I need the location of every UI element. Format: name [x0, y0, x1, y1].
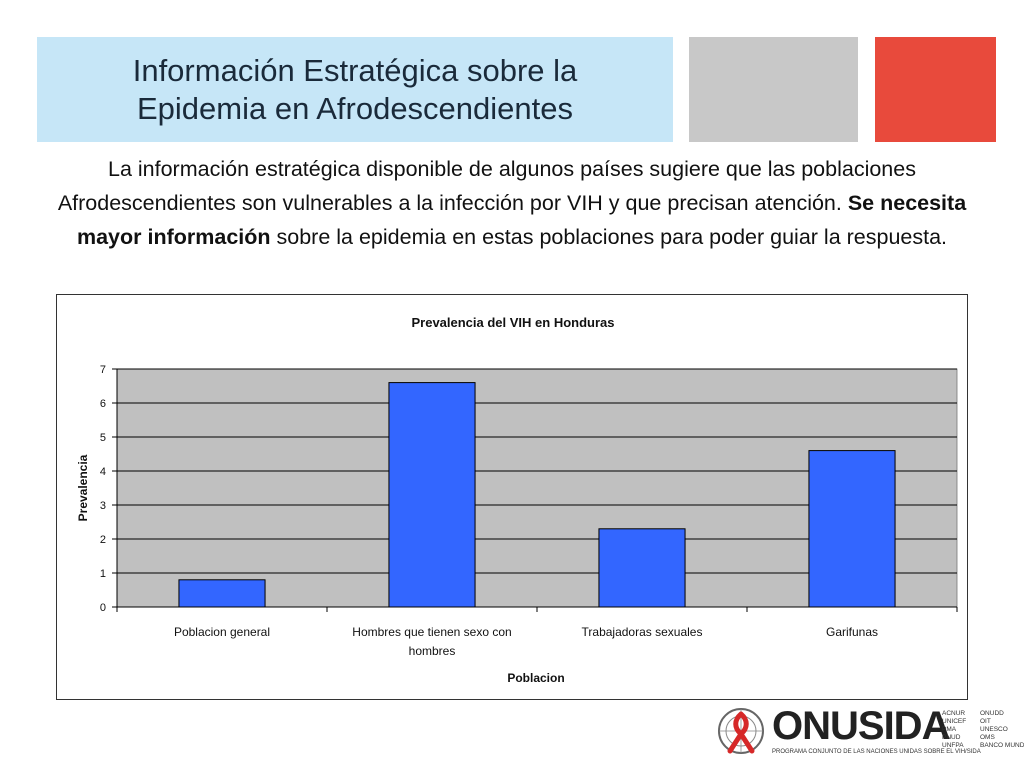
y-tick-label: 2 — [100, 534, 106, 546]
partner-name: PNUD — [942, 734, 961, 741]
slide-title: Información Estratégica sobre la Epidemi… — [132, 52, 578, 126]
y-tick-label: 1 — [100, 568, 106, 580]
intro-paragraph: La información estratégica disponible de… — [50, 152, 974, 254]
partner-name: OIT — [980, 718, 991, 725]
intro-text-2: sobre la epidemia en estas poblaciones p… — [270, 225, 948, 249]
gray-accent-block — [689, 37, 858, 142]
chart-title: Prevalencia del VIH en Honduras — [411, 315, 614, 330]
partner-name: UNFPA — [942, 742, 964, 749]
y-tick-label: 4 — [100, 466, 106, 478]
y-tick-label: 5 — [100, 432, 106, 444]
bar — [598, 528, 686, 608]
y-tick-label: 6 — [100, 398, 106, 410]
partner-name: OMS — [980, 734, 995, 741]
x-tick-label: Trabajadoras sexuales — [582, 625, 703, 639]
partners-col-2: ONUDD OIT UNESCO OMS BANCO MUNDIAL — [980, 710, 1024, 750]
intro-text-bold: Se necesita mayor información — [76, 191, 967, 249]
partners-col-1: ACNUR UNICEF PMA PNUD UNFPA — [942, 710, 966, 750]
onusida-subtitle: PROGRAMA CONJUNTO DE LAS NACIONES UNIDAS… — [772, 749, 981, 755]
onusida-logo: ONUSIDA PROGRAMA CONJUNTO DE LAS NACIONE… — [712, 702, 1024, 764]
y-tick-label: 0 — [100, 602, 106, 614]
partner-name: UNICEF — [942, 718, 967, 725]
bar — [178, 579, 266, 608]
partner-name: BANCO MUNDIAL — [980, 742, 1024, 749]
partner-name: ONUDD — [980, 710, 1004, 717]
y-tick-label: 3 — [100, 500, 106, 512]
bar — [808, 450, 896, 608]
y-tick-label: 7 — [100, 364, 106, 376]
onusida-wordmark: ONUSIDA — [772, 704, 950, 748]
chart-frame: Prevalencia del VIH en Honduras Prevalen… — [56, 294, 968, 700]
title-banner: Información Estratégica sobre la Epidemi… — [37, 37, 673, 142]
red-accent-block — [875, 37, 996, 142]
partner-name: UNESCO — [980, 726, 1008, 733]
prevalence-bar-chart: Prevalencia del VIH en Honduras Prevalen… — [76, 315, 958, 685]
x-tick-label: Hombres que tienen sexo con hombres — [352, 625, 511, 658]
partner-name: ACNUR — [942, 710, 966, 717]
x-tick-label: Poblacion general — [174, 625, 270, 639]
y-axis-label: Prevalencia — [76, 454, 90, 521]
intro-text-1: La información estratégica disponible de… — [57, 157, 916, 215]
x-tick-label: Garifunas — [826, 625, 878, 639]
partner-name: PMA — [942, 726, 957, 733]
x-axis-label: Poblacion — [507, 671, 564, 685]
bar — [388, 382, 476, 608]
un-emblem-red-ribbon-icon — [718, 708, 764, 754]
